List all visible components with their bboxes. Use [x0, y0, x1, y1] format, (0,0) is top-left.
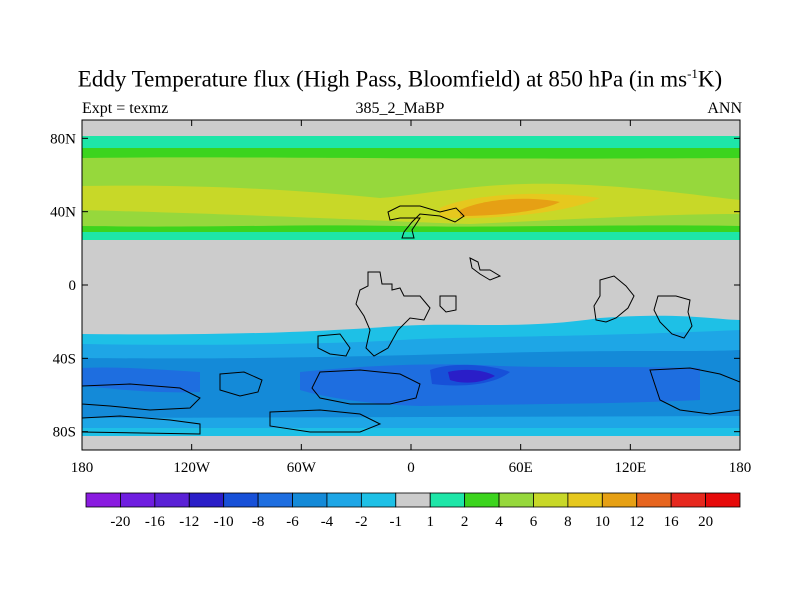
lat-tick-label: 40S — [53, 351, 76, 367]
colorbar-label: 6 — [530, 514, 538, 530]
outline-south-america — [311, 369, 421, 405]
outline-antarctic-west — [269, 409, 382, 433]
outline-asia-island — [469, 257, 502, 281]
lat-axis: 80N 40N 0 40S 80S — [50, 131, 740, 441]
colorbar-swatch — [498, 492, 534, 508]
outline-australia — [219, 371, 263, 397]
colorbar-label: -6 — [286, 514, 299, 530]
colorbar-swatch — [223, 492, 259, 508]
outline-arabia — [439, 295, 457, 313]
colorbar-swatch — [360, 492, 397, 508]
colorbar-swatch — [120, 492, 156, 508]
colorbar-swatch — [85, 492, 121, 508]
lon-tick-label: 120E — [614, 460, 646, 476]
colorbar-swatch — [705, 492, 741, 508]
colorbar-swatch — [636, 492, 672, 508]
outline-antarctic-east — [649, 367, 740, 415]
colorbar-label: 2 — [461, 514, 469, 530]
colorbar-swatch — [188, 492, 225, 508]
period-label: ANN — [707, 100, 742, 117]
colorbar-swatch — [326, 492, 362, 508]
lon-tick-label: 180 — [729, 460, 752, 476]
colorbar-label: -4 — [321, 514, 334, 530]
colorbar-label: -10 — [214, 514, 234, 530]
lon-tick-label: 0 — [407, 460, 415, 476]
colorbar-swatch — [601, 492, 638, 508]
colorbar-label: -20 — [110, 514, 130, 530]
lon-tick-label: 120W — [173, 460, 211, 476]
colorbar-swatch — [257, 492, 293, 508]
contour-field — [82, 120, 740, 450]
nh-band-6 — [82, 183, 740, 224]
outline-se-asia — [653, 295, 693, 339]
colorbar-swatch — [464, 492, 500, 508]
colorbar-swatch — [395, 492, 431, 508]
chart-title: Eddy Temperature flux (High Pass, Bloomf… — [77, 66, 723, 92]
colorbar-label: 16 — [664, 514, 680, 530]
experiment-label: Expt = texmz — [82, 100, 169, 117]
colorbar: -20 -16 -12 -10 -8 -6 -4 -2 -1 1 2 4 6 8 10 12 16 20 — [85, 492, 741, 530]
colorbar-label: 20 — [698, 514, 713, 530]
lat-tick-label: 40N — [50, 205, 76, 221]
colorbar-swatch — [670, 492, 706, 508]
colorbar-label: -16 — [145, 514, 165, 530]
lat-tick-label: 80S — [53, 425, 76, 441]
run-label: 385_2_MaBP — [355, 100, 445, 117]
colorbar-label: -8 — [252, 514, 265, 530]
colorbar-swatch — [533, 492, 569, 508]
colorbar-swatch — [567, 492, 603, 508]
outline-antarctic-edge — [82, 415, 201, 435]
outline-india — [593, 275, 635, 323]
colorbar-swatch — [429, 492, 466, 508]
lon-axis: 180 120W 60W 0 60E 120E 180 — [71, 120, 752, 476]
sh-band-10 — [448, 369, 495, 383]
colorbar-label: -12 — [179, 514, 199, 530]
lon-tick-label: 180 — [71, 460, 94, 476]
outline-africa — [355, 271, 431, 357]
sh-band-6b — [82, 367, 200, 393]
colorbar-label: 4 — [495, 514, 503, 530]
outline-south-lands — [82, 383, 201, 411]
colorbar-label: 12 — [629, 514, 644, 530]
colorbar-label: 10 — [595, 514, 610, 530]
colorbar-label: 8 — [564, 514, 572, 530]
sh-band-6 — [300, 364, 700, 406]
colorbar-label: -2 — [355, 514, 368, 530]
colorbar-label: 1 — [426, 514, 434, 530]
outline-island-a — [317, 333, 351, 357]
outline-europe — [387, 205, 465, 239]
colorbar-swatch — [292, 492, 328, 508]
lat-tick-label: 80N — [50, 131, 76, 147]
lon-tick-label: 60E — [509, 460, 533, 476]
colorbar-label: -1 — [390, 514, 403, 530]
lon-tick-label: 60W — [287, 460, 317, 476]
continent-outlines — [82, 205, 740, 435]
nh-band-10 — [460, 198, 560, 216]
colorbar-swatch — [154, 492, 190, 508]
lat-tick-label: 0 — [69, 278, 77, 294]
